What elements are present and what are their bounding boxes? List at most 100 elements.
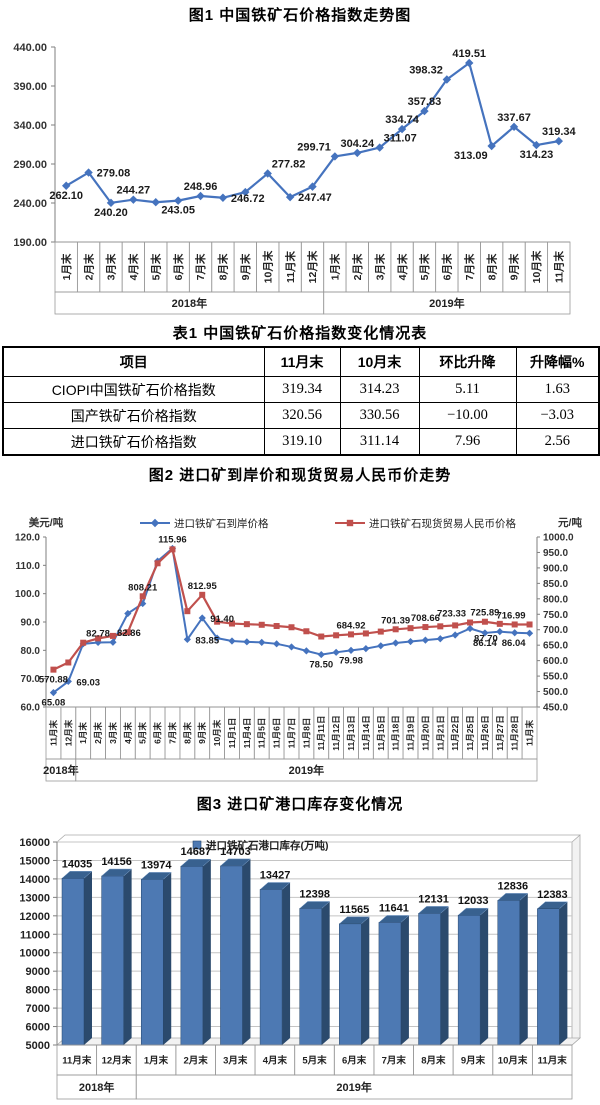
series-marker [532,140,541,150]
series-line [52,547,531,694]
y-axis-label: 16000 [19,837,50,849]
x-axis-label: 11月18日 [391,715,401,750]
x-axis-label: 11月22日 [450,715,460,750]
series-marker [308,182,317,191]
series-marker [511,629,519,637]
bar-side [242,858,251,1045]
x-axis-label: 11月末 [525,720,535,746]
x-axis-label: 11月26日 [480,715,490,750]
x-axis-label: 11月8日 [301,718,311,749]
data-label: 12398 [299,888,330,900]
series-marker [487,141,496,151]
series-marker [452,622,459,629]
right-axis-label: 850.0 [543,579,568,590]
right-axis-title: 元/吨 [558,516,582,529]
right-axis-label: 600.0 [543,656,568,667]
series-marker [243,621,250,628]
legend-label: 进口铁矿石现货贸易人民币价格 [369,517,516,530]
right-axis-label: 550.0 [543,672,568,683]
series-marker [353,148,362,158]
x-axis-label: 11月19日 [406,715,416,750]
data-label: 91.40 [210,614,234,625]
bar-side [480,908,489,1045]
data-label: 69.03 [76,677,100,688]
year-band-label: 2018年 [172,296,207,310]
data-label: 82.78 [86,628,110,639]
price-table-body: CIOPI中国铁矿石价格指数 319.34 314.23 5.11 1.63 国产铁矿石价… [2,376,600,456]
series-marker [106,198,116,208]
data-label: 716.99 [496,610,525,621]
data-label: 11565 [339,904,369,916]
series-marker [481,618,488,625]
year-band-label: 2018年 [43,763,78,777]
x-axis-label: 7月末 [382,1054,407,1066]
series-marker [285,192,295,202]
y-axis-label: 5000 [26,1040,50,1052]
series-marker [511,621,518,628]
x-axis-label: 11月末 [284,250,297,283]
x-axis-label: 3月末 [223,1054,248,1066]
bar-side [202,859,211,1045]
x-axis-label: 2月末 [351,253,364,280]
series-marker [303,628,310,635]
series-marker [198,614,206,622]
series-marker [243,638,251,646]
series-marker [95,635,102,642]
x-axis-label: 3月末 [105,253,118,280]
value-cell: 330.56 [339,402,420,429]
left-axis-label: 90.0 [21,618,41,629]
left-axis-label: 100.0 [15,589,40,600]
table-row: 进口铁矿石价格指数 319.10 311.14 7.96 2.56 [2,428,600,456]
x-axis-label: 11月25日 [465,715,475,750]
bar [259,889,283,1046]
table1-title: 表1 中国铁矿石价格指数变化情况表 [172,325,428,342]
x-axis-label: 11月15日 [376,715,386,750]
x-axis-label: 7月末 [463,253,476,280]
y-axis-label: 10000 [19,948,50,960]
table-header-row: 项目 11月末 10月末 环比升降 升降幅% [2,346,600,377]
legend-swatch [192,840,202,850]
data-label: 13427 [260,869,291,881]
data-label: 243.05 [161,205,195,217]
data-label: 65.08 [42,698,66,709]
series-marker [467,619,474,626]
x-axis-label: 12月末 [63,719,73,746]
data-label: 299.71 [297,141,331,153]
series-marker [61,181,71,190]
series-marker [333,632,340,639]
series-marker [228,620,235,627]
series-marker [407,625,414,632]
x-axis-label: 8月末 [182,722,192,744]
y-axis-label: 240.00 [13,198,47,210]
value-cell: 320.56 [263,402,341,429]
year-band [323,291,571,315]
y-axis-label: 390.00 [13,81,47,93]
data-label: 13974 [141,859,172,871]
bar [537,908,560,1046]
bar-side [321,901,330,1045]
wall-top-edge [56,834,580,843]
x-axis-label: 11月末 [538,1054,568,1066]
x-axis-label: 5月末 [418,253,431,280]
x-axis-label: 9月末 [239,253,252,280]
data-label: 12131 [418,893,449,905]
data-label: 246.72 [231,193,265,205]
data-label: 279.08 [97,168,131,180]
series-marker [554,136,564,146]
series-marker [421,636,430,644]
x-axis-label: 1月末 [329,253,342,280]
series-marker [124,609,132,618]
bar [299,908,322,1046]
series-marker [258,621,265,628]
value-cell: 5.11 [418,376,517,403]
year-band-label: 2019年 [289,763,324,777]
bar-side [400,915,409,1045]
left-axis-label: 80.0 [21,646,41,657]
data-label: 12033 [458,895,489,907]
price-table: 项目 11月末 10月末 环比升降 升降幅% CIOPI中国铁矿石价格指数 319.34 3… [2,346,600,456]
data-label: 357.83 [408,96,442,108]
left-axis-title: 美元/吨 [29,516,64,529]
bar [101,875,124,1046]
data-label: 83.85 [195,635,219,646]
series-marker [169,546,176,553]
